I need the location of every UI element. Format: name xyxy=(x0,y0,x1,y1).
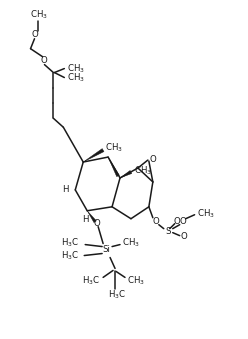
Text: CH$_3$: CH$_3$ xyxy=(134,165,152,177)
Text: Si: Si xyxy=(102,245,110,254)
Text: H$_3$C: H$_3$C xyxy=(82,274,100,287)
Text: H: H xyxy=(62,185,69,194)
Text: O: O xyxy=(179,217,186,226)
Text: O: O xyxy=(94,219,100,228)
Text: CH$_3$: CH$_3$ xyxy=(105,142,123,154)
Text: S: S xyxy=(165,227,171,236)
Text: H$_3$C: H$_3$C xyxy=(61,249,79,262)
Polygon shape xyxy=(87,211,96,223)
Text: O: O xyxy=(40,56,47,65)
Text: O: O xyxy=(150,155,156,163)
Text: H: H xyxy=(82,215,89,224)
Text: CH$_3$: CH$_3$ xyxy=(197,207,215,220)
Text: O: O xyxy=(180,232,187,241)
Text: CH$_3$: CH$_3$ xyxy=(122,236,140,249)
Polygon shape xyxy=(108,157,119,177)
Text: H$_3$C: H$_3$C xyxy=(61,236,79,249)
Text: H$_3$C: H$_3$C xyxy=(108,288,126,301)
Text: CH$_3$: CH$_3$ xyxy=(67,71,85,84)
Polygon shape xyxy=(120,171,132,178)
Polygon shape xyxy=(83,148,104,162)
Text: O: O xyxy=(153,217,159,226)
Text: CH$_3$: CH$_3$ xyxy=(67,62,85,75)
Text: CH$_3$: CH$_3$ xyxy=(30,8,47,21)
Text: O: O xyxy=(31,30,38,39)
Text: CH$_3$: CH$_3$ xyxy=(127,274,145,287)
Text: O: O xyxy=(173,217,180,226)
